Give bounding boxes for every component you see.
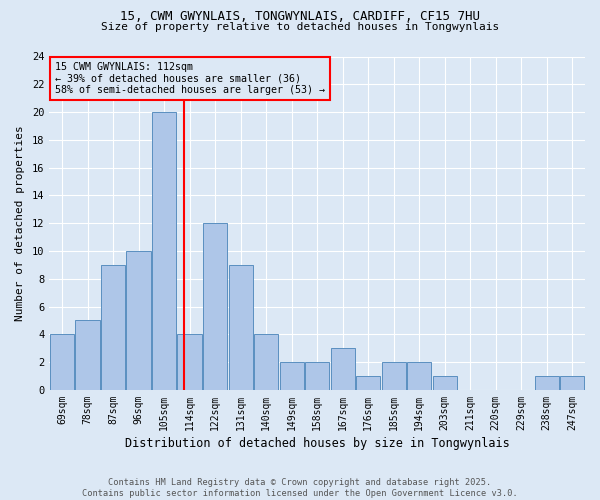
Bar (560, 376, 584, 390)
X-axis label: Distribution of detached houses by size in Tongwynlais: Distribution of detached houses by size … (125, 437, 509, 450)
Bar (356, 376, 380, 390)
Bar (203, 223, 227, 390)
Text: Contains HM Land Registry data © Crown copyright and database right 2025.
Contai: Contains HM Land Registry data © Crown c… (82, 478, 518, 498)
Text: 15 CWM GWYNLAIS: 112sqm
← 39% of detached houses are smaller (36)
58% of semi-de: 15 CWM GWYNLAIS: 112sqm ← 39% of detache… (55, 62, 325, 94)
Bar (50, 334, 74, 390)
Bar (76, 320, 100, 390)
Bar (280, 362, 304, 390)
Bar (127, 251, 151, 390)
Text: Size of property relative to detached houses in Tongwynlais: Size of property relative to detached ho… (101, 22, 499, 32)
Bar (178, 334, 202, 390)
Bar (331, 348, 355, 390)
Bar (152, 112, 176, 390)
Bar (254, 334, 278, 390)
Bar (535, 376, 559, 390)
Bar (407, 362, 431, 390)
Bar (433, 376, 457, 390)
Bar (229, 265, 253, 390)
Bar (305, 362, 329, 390)
Bar (101, 265, 125, 390)
Y-axis label: Number of detached properties: Number of detached properties (15, 126, 25, 321)
Text: 15, CWM GWYNLAIS, TONGWYNLAIS, CARDIFF, CF15 7HU: 15, CWM GWYNLAIS, TONGWYNLAIS, CARDIFF, … (120, 10, 480, 23)
Bar (382, 362, 406, 390)
